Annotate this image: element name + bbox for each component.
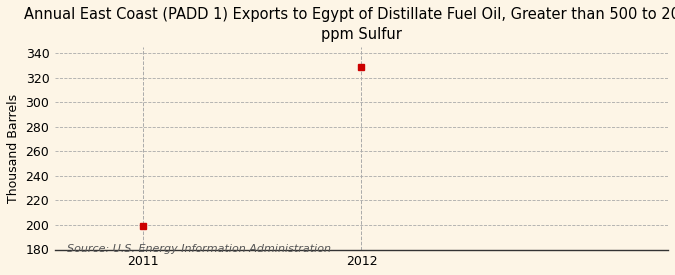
- Y-axis label: Thousand Barrels: Thousand Barrels: [7, 94, 20, 203]
- Title: Annual East Coast (PADD 1) Exports to Egypt of Distillate Fuel Oil, Greater than: Annual East Coast (PADD 1) Exports to Eg…: [24, 7, 675, 42]
- Text: Source: U.S. Energy Information Administration: Source: U.S. Energy Information Administ…: [68, 244, 331, 254]
